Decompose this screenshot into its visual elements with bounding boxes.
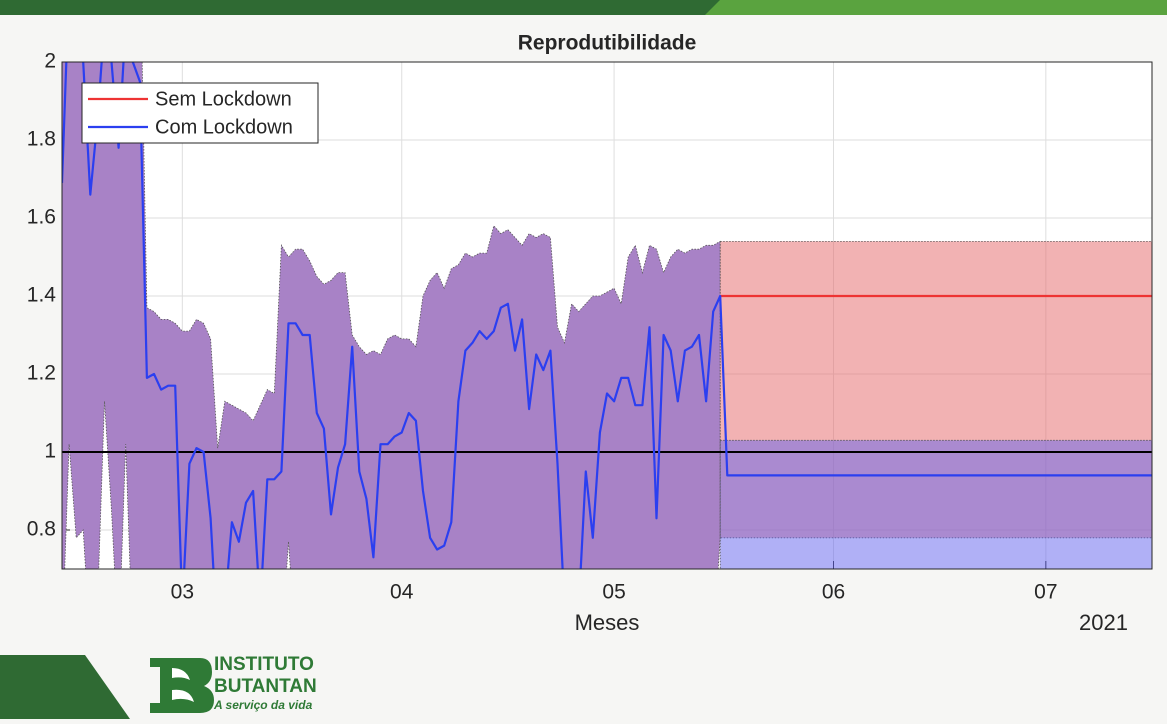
top-bar [0, 0, 720, 15]
y-tick-label: 1.6 [27, 206, 56, 229]
logo-line1: INSTITUTO [214, 654, 314, 675]
logo-mark [150, 658, 214, 713]
footer-shape [0, 655, 130, 719]
y-tick-label: 1.4 [27, 284, 57, 307]
legend-label: Sem Lockdown [155, 88, 292, 110]
logo: INSTITUTO BUTANTAN A serviço da vida [150, 654, 317, 713]
logo-mark-detail [172, 668, 194, 702]
y-tick-label: 1.8 [27, 128, 56, 151]
chart-title: Reprodutibilidade [518, 32, 697, 55]
legend-box [81, 82, 319, 144]
top-bar-accent [705, 0, 1167, 15]
x-tick-label: 07 [1034, 581, 1057, 604]
legend-label: Com Lockdown [155, 116, 293, 138]
x-tick-label: 03 [171, 581, 194, 604]
logo-line2: BUTANTAN [214, 676, 317, 697]
x-tick-label: 04 [390, 581, 414, 604]
logo-tagline: A serviço da vida [213, 698, 313, 712]
y-tick-label: 2 [44, 50, 56, 73]
x-axis-label: Meses [575, 610, 640, 635]
series-line [62, 62, 1152, 569]
x-tick-label: 05 [602, 581, 625, 604]
axes-box [61, 61, 1153, 570]
confidence-band [719, 439, 1152, 569]
y-tick-label: 0.8 [27, 518, 56, 541]
y-tick-label: 1 [44, 440, 56, 463]
x-tick-label: 06 [822, 581, 845, 604]
y-tick-label: 1.2 [27, 362, 56, 385]
year-label: 2021 [1079, 610, 1128, 635]
